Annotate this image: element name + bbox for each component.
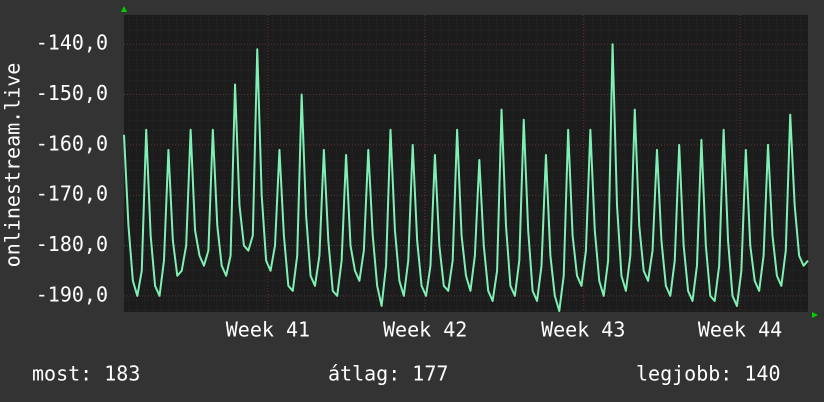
data-line <box>123 43 809 312</box>
axis-arrow <box>121 6 127 12</box>
y-tick-label: -180,0 <box>36 232 108 256</box>
y-tick-label: -140,0 <box>36 31 108 55</box>
x-tick-label: Week 44 <box>698 318 782 342</box>
y-tick-label: -190,0 <box>36 282 108 306</box>
y-tick-label: -170,0 <box>36 182 108 206</box>
x-tick-label: Week 42 <box>383 318 467 342</box>
y-tick-label: -150,0 <box>36 81 108 105</box>
footer-current: most: 183 <box>32 362 140 386</box>
footer-best: legjobb: 140 <box>636 362 781 386</box>
x-tick-label: Week 41 <box>226 318 310 342</box>
y-tick-label: -160,0 <box>36 131 108 155</box>
axis-arrow <box>812 312 818 318</box>
x-tick-label: Week 43 <box>541 318 625 342</box>
y-axis-label: onlinestream.live <box>1 63 25 268</box>
footer-average: átlag: 177 <box>328 362 448 386</box>
